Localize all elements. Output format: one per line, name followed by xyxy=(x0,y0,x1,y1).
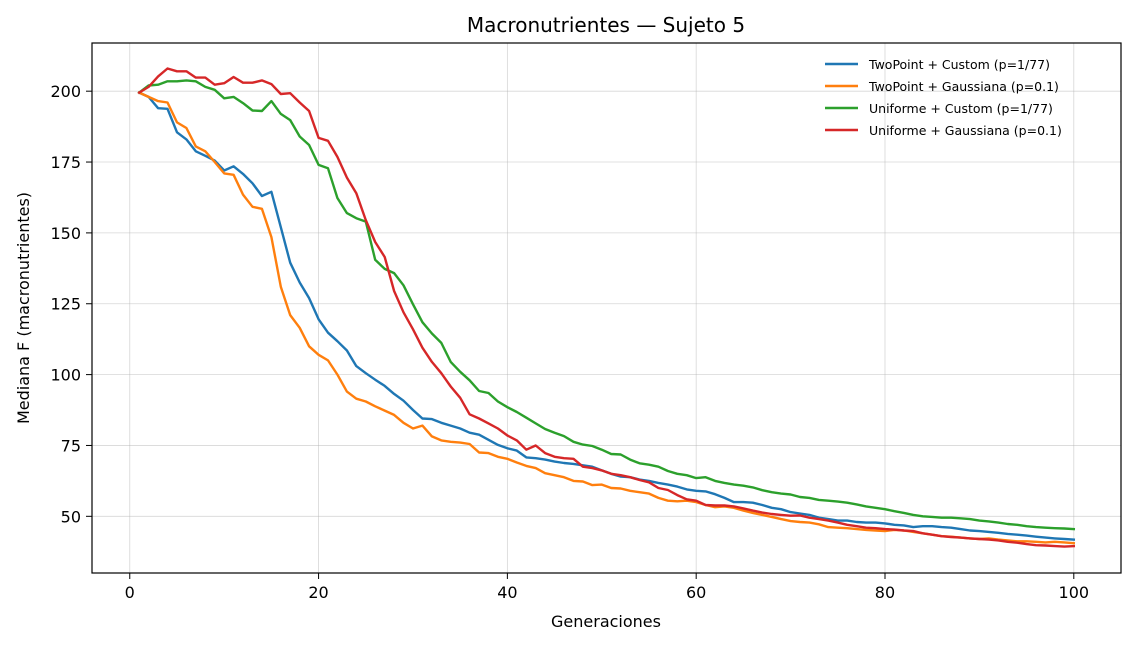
legend-label-2: TwoPoint + Gaussiana (p=0.1) xyxy=(868,79,1059,94)
x-tick-label: 100 xyxy=(1059,583,1090,602)
y-tick-label: 150 xyxy=(50,224,81,243)
y-tick-label: 200 xyxy=(50,82,81,101)
axis-ticks: 0 20 40 60 80 100 50 75 100 125 150 175 200 xyxy=(50,82,1089,602)
series-line-4 xyxy=(137,67,1076,548)
x-tick-label: 60 xyxy=(686,583,706,602)
x-tick-label: 0 xyxy=(125,583,135,602)
legend-label-3: Uniforme + Custom (p=1/77) xyxy=(869,101,1053,116)
x-tick-label: 80 xyxy=(875,583,895,602)
plot-frame xyxy=(91,42,1122,574)
y-tick-label: 100 xyxy=(50,366,81,385)
x-tick-label: 20 xyxy=(308,583,328,602)
y-tick-label: 125 xyxy=(50,295,81,314)
x-tick-label: 40 xyxy=(497,583,517,602)
y-tick-label: 75 xyxy=(61,436,81,455)
chart-title: Macronutrientes — Sujeto 5 xyxy=(467,13,745,37)
grid xyxy=(92,43,1121,573)
series-lines xyxy=(137,67,1076,548)
y-tick-label: 50 xyxy=(61,507,81,526)
y-tick-label: 175 xyxy=(50,153,81,172)
legend-label-1: TwoPoint + Custom (p=1/77) xyxy=(868,57,1050,72)
x-axis-label: Generaciones xyxy=(551,612,661,631)
legend: TwoPoint + Custom (p=1/77) TwoPoint + Gau… xyxy=(825,57,1062,138)
y-axis-label: Mediana F (macronutrientes) xyxy=(14,192,33,424)
series-line-3 xyxy=(137,79,1076,531)
legend-label-4: Uniforme + Gaussiana (p=0.1) xyxy=(869,123,1062,138)
